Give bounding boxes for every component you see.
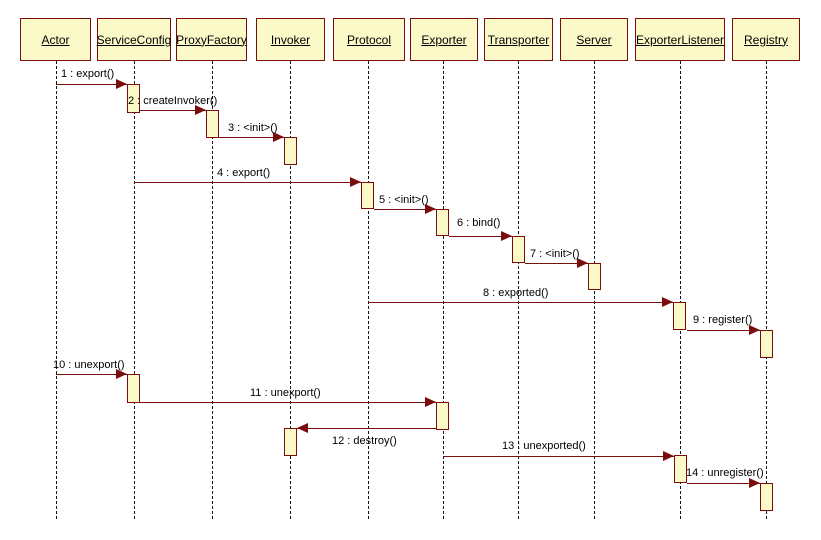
participant-server[interactable]: Server	[560, 18, 628, 61]
message-13-arrowhead-icon	[663, 451, 674, 461]
activation-bar-protocol[interactable]	[361, 182, 374, 209]
message-4-arrowhead-icon	[350, 177, 361, 187]
message-5-arrowhead-icon	[425, 204, 436, 214]
message-8-arrowhead-icon	[662, 297, 673, 307]
message-5-label[interactable]: 5 : <init>()	[379, 194, 429, 206]
activation-bar-server[interactable]	[588, 263, 601, 290]
message-7-label[interactable]: 7 : <init>()	[530, 248, 580, 260]
message-10-line[interactable]	[56, 374, 127, 375]
lifeline-actor	[56, 61, 57, 519]
participant-serviceconfig[interactable]: ServiceConfig	[97, 18, 171, 61]
message-1-arrowhead-icon	[116, 79, 127, 89]
message-7-arrowhead-icon	[577, 258, 588, 268]
message-1-label[interactable]: 1 : export()	[61, 68, 115, 80]
activation-bar-proxyfactory[interactable]	[206, 110, 219, 138]
message-2-line[interactable]	[140, 110, 206, 111]
message-14-arrowhead-icon	[749, 478, 760, 488]
message-7-line[interactable]	[525, 263, 588, 264]
message-4-line[interactable]	[134, 182, 361, 183]
activation-bar-serviceconfig[interactable]	[127, 84, 140, 113]
lifeline-protocol	[368, 61, 369, 519]
lifeline-registry	[766, 61, 767, 519]
activation-bar-exporterlistener[interactable]	[674, 455, 687, 483]
message-12-arrowhead-icon	[297, 423, 308, 433]
message-6-line[interactable]	[449, 236, 512, 237]
message-8-label[interactable]: 8 : exported()	[483, 287, 549, 299]
participant-registry[interactable]: Registry	[732, 18, 800, 61]
lifeline-proxyfactory	[212, 61, 213, 519]
participant-name: Registry	[743, 32, 788, 47]
activation-bar-invoker[interactable]	[284, 137, 297, 165]
participant-proxyfactory[interactable]: ProxyFactory	[176, 18, 247, 61]
lifeline-serviceconfig	[134, 61, 135, 519]
message-12-line[interactable]	[297, 428, 436, 429]
participant-name: Transporter	[487, 32, 550, 47]
lifeline-invoker	[290, 61, 291, 519]
message-3-label[interactable]: 3 : <init>()	[228, 122, 278, 134]
participant-name: Server	[576, 32, 612, 47]
participant-name: Exporter	[421, 32, 467, 47]
message-13-label[interactable]: 13 : unexported()	[502, 440, 586, 452]
participant-protocol[interactable]: Protocol	[333, 18, 405, 61]
participant-name: ExporterListener	[635, 32, 725, 47]
activation-bar-exporterlistener[interactable]	[673, 302, 686, 330]
message-14-line[interactable]	[687, 483, 760, 484]
participant-name: Actor	[41, 32, 70, 47]
participant-name: Protocol	[346, 32, 392, 47]
participant-actor[interactable]: Actor	[20, 18, 91, 61]
message-2-arrowhead-icon	[195, 105, 206, 115]
lifeline-exporterlistener	[680, 61, 681, 519]
message-4-label[interactable]: 4 : export()	[217, 167, 271, 179]
participant-exporterlistener[interactable]: ExporterListener	[635, 18, 725, 61]
message-3-line[interactable]	[219, 137, 284, 138]
message-1-line[interactable]	[56, 84, 127, 85]
activation-bar-serviceconfig[interactable]	[127, 374, 140, 403]
activation-bar-invoker[interactable]	[284, 428, 297, 456]
activation-bar-registry[interactable]	[760, 483, 773, 511]
activation-bar-exporter[interactable]	[436, 209, 449, 236]
message-14-label[interactable]: 14 : unregister()	[686, 467, 764, 479]
message-9-line[interactable]	[687, 330, 760, 331]
message-2-label[interactable]: 2 : createInvoker()	[128, 95, 218, 107]
participant-exporter[interactable]: Exporter	[410, 18, 478, 61]
message-11-label[interactable]: 11 : unexport()	[250, 387, 321, 399]
participant-invoker[interactable]: Invoker	[256, 18, 325, 61]
message-13-line[interactable]	[443, 456, 674, 457]
message-11-arrowhead-icon	[425, 397, 436, 407]
activation-bar-exporter[interactable]	[436, 402, 449, 430]
message-9-arrowhead-icon	[749, 325, 760, 335]
activation-bar-registry[interactable]	[760, 330, 773, 358]
participant-name: ServiceConfig	[96, 32, 172, 47]
message-6-arrowhead-icon	[501, 231, 512, 241]
message-10-label[interactable]: 10 : unexport()	[53, 359, 125, 371]
message-9-label[interactable]: 9 : register()	[693, 314, 753, 326]
message-8-line[interactable]	[368, 302, 673, 303]
participant-name: Invoker	[270, 32, 311, 47]
lifeline-transporter	[518, 61, 519, 519]
activation-bar-transporter[interactable]	[512, 236, 525, 263]
lifeline-exporter	[443, 61, 444, 519]
participant-transporter[interactable]: Transporter	[484, 18, 553, 61]
message-12-label[interactable]: 12 : destroy()	[332, 435, 397, 447]
message-11-line[interactable]	[140, 402, 436, 403]
message-5-line[interactable]	[374, 209, 436, 210]
message-10-arrowhead-icon	[116, 369, 127, 379]
message-6-label[interactable]: 6 : bind()	[457, 217, 501, 229]
lifeline-server	[594, 61, 595, 519]
message-3-arrowhead-icon	[273, 132, 284, 142]
participant-name: ProxyFactory	[176, 32, 247, 47]
